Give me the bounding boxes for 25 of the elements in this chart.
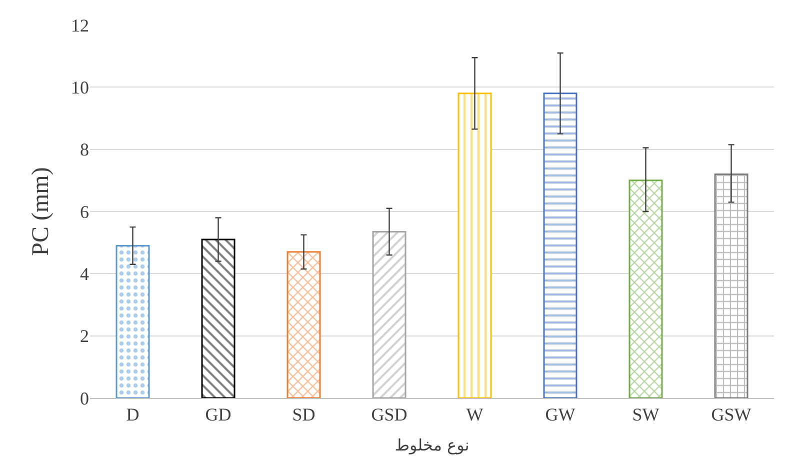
x-axis-title: نوع مخلوط	[394, 435, 470, 454]
bar	[286, 251, 321, 398]
bar	[458, 92, 492, 398]
bar	[201, 238, 236, 398]
y-tick-label: 10	[71, 77, 89, 98]
y-tick-label: 6	[80, 202, 89, 222]
bar	[372, 230, 406, 398]
y-axis-title: PC (mm)	[28, 167, 54, 256]
x-tick-label: GW	[545, 404, 576, 425]
y-tick-label: 2	[80, 326, 89, 346]
bar	[714, 173, 748, 398]
bar	[116, 244, 150, 398]
bar	[628, 180, 663, 398]
y-tick-label: 4	[80, 264, 89, 284]
y-tick-label: 8	[80, 140, 89, 160]
x-tick-label: D	[126, 404, 140, 425]
x-tick-label: W	[466, 404, 484, 425]
x-tick-label: SD	[292, 404, 316, 425]
bar	[543, 92, 578, 398]
y-tick-label: 0	[80, 388, 89, 408]
x-tick-label: GSW	[711, 404, 752, 425]
x-tick-label: GSD	[371, 404, 408, 425]
x-tick-label: GD	[205, 404, 232, 425]
x-tick-label: SW	[632, 404, 660, 425]
y-tick-label: 12	[71, 15, 89, 36]
